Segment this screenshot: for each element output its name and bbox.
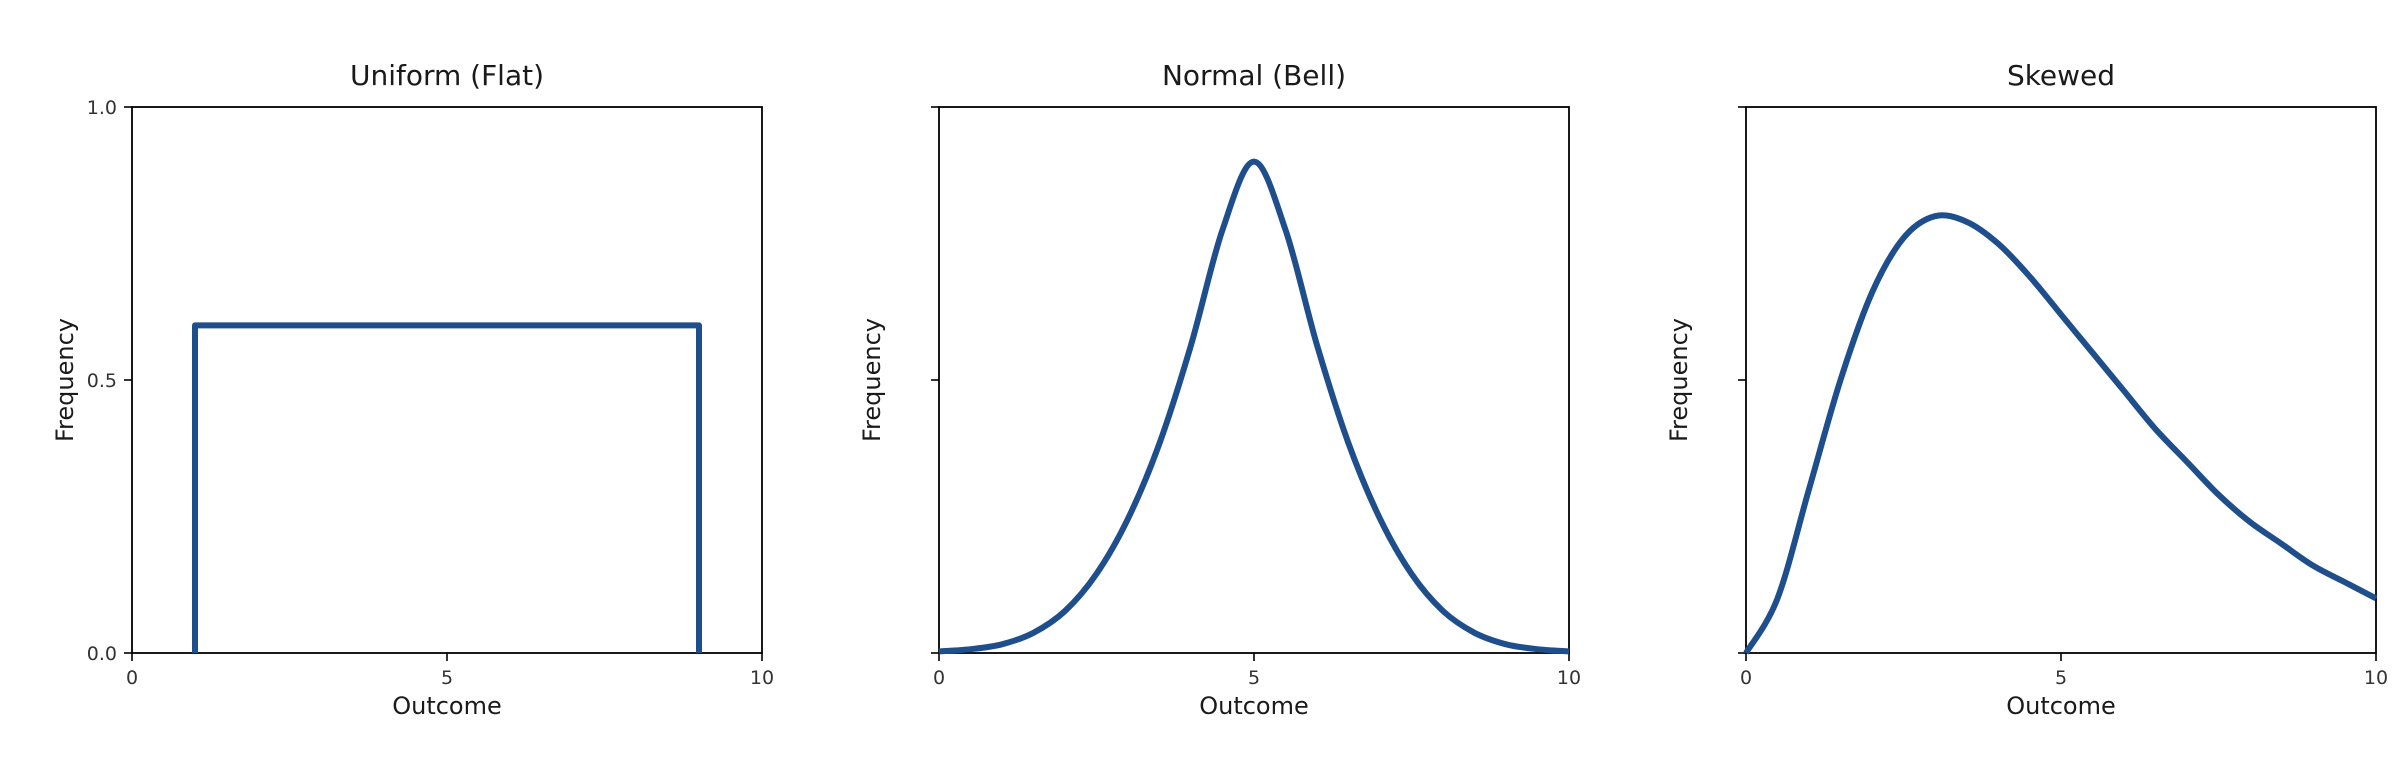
y-tick-label: 1.0 [87, 97, 117, 119]
chart-panel-3: 0 5 10 Skewed Outcome Frequency [1665, 59, 2388, 720]
chart-title: Normal (Bell) [1162, 59, 1346, 92]
x-axis-label: Outcome [1199, 692, 1309, 720]
x-tick-label: 5 [2055, 667, 2067, 689]
x-tick-label: 10 [750, 667, 774, 689]
x-tick-label: 10 [1557, 667, 1581, 689]
chart-title: Skewed [2007, 59, 2115, 92]
series-line [1743, 212, 2378, 655]
x-axis-label: Outcome [392, 692, 502, 720]
x-axis-label: Outcome [2006, 692, 2116, 720]
x-tick-label: 0 [1740, 667, 1752, 689]
chart-panel-1: 0 5 10 0.0 0.5 1.0 Uniform (Flat) Outcome Freque… [51, 59, 774, 720]
x-tick-label: 10 [2364, 667, 2388, 689]
series-line [192, 322, 702, 653]
chart-title: Uniform (Flat) [350, 59, 544, 92]
x-tick-label: 0 [933, 667, 945, 689]
plot-frame [938, 106, 1570, 654]
plot-frame [131, 106, 763, 654]
y-axis-label: Frequency [858, 318, 886, 442]
x-tick-label: 5 [441, 667, 453, 689]
y-tick-label: 0.0 [87, 643, 117, 665]
y-axis-label: Frequency [1665, 318, 1693, 442]
chart-panel-2: 0 5 10 Normal (Bell) Outcome Frequency [858, 59, 1581, 720]
x-tick-label: 0 [126, 667, 138, 689]
x-tick-label: 5 [1248, 667, 1260, 689]
y-axis-label: Frequency [51, 318, 79, 442]
y-tick-label: 0.5 [87, 370, 117, 392]
series-line [938, 158, 1570, 655]
